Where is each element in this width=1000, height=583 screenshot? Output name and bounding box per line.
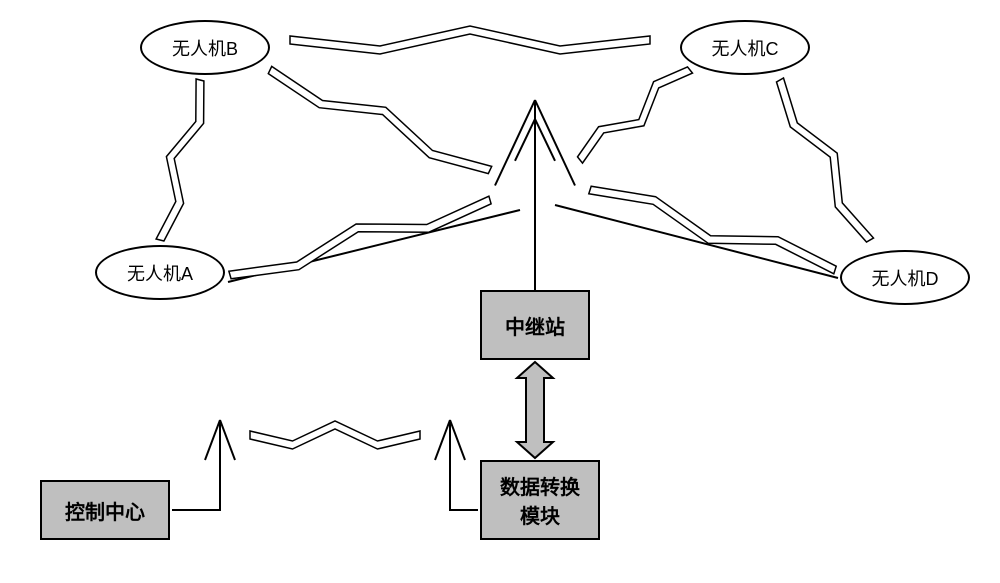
relay-station-label: 中继站: [505, 311, 565, 340]
data-conversion-label: 数据转换 模块: [500, 471, 580, 529]
drone-d-label: 无人机D: [872, 265, 939, 291]
drone-a-node: 无人机A: [95, 245, 225, 300]
drone-d-node: 无人机D: [840, 250, 970, 305]
control-center-node: 控制中心: [40, 480, 170, 540]
drone-a-label: 无人机A: [127, 260, 193, 286]
drone-b-label: 无人机B: [172, 35, 238, 61]
relay-station-node: 中继站: [480, 290, 590, 360]
data-conversion-node: 数据转换 模块: [480, 460, 600, 540]
drone-c-label: 无人机C: [712, 35, 779, 61]
drone-b-node: 无人机B: [140, 20, 270, 75]
drone-c-node: 无人机C: [680, 20, 810, 75]
control-center-label: 控制中心: [65, 496, 145, 525]
